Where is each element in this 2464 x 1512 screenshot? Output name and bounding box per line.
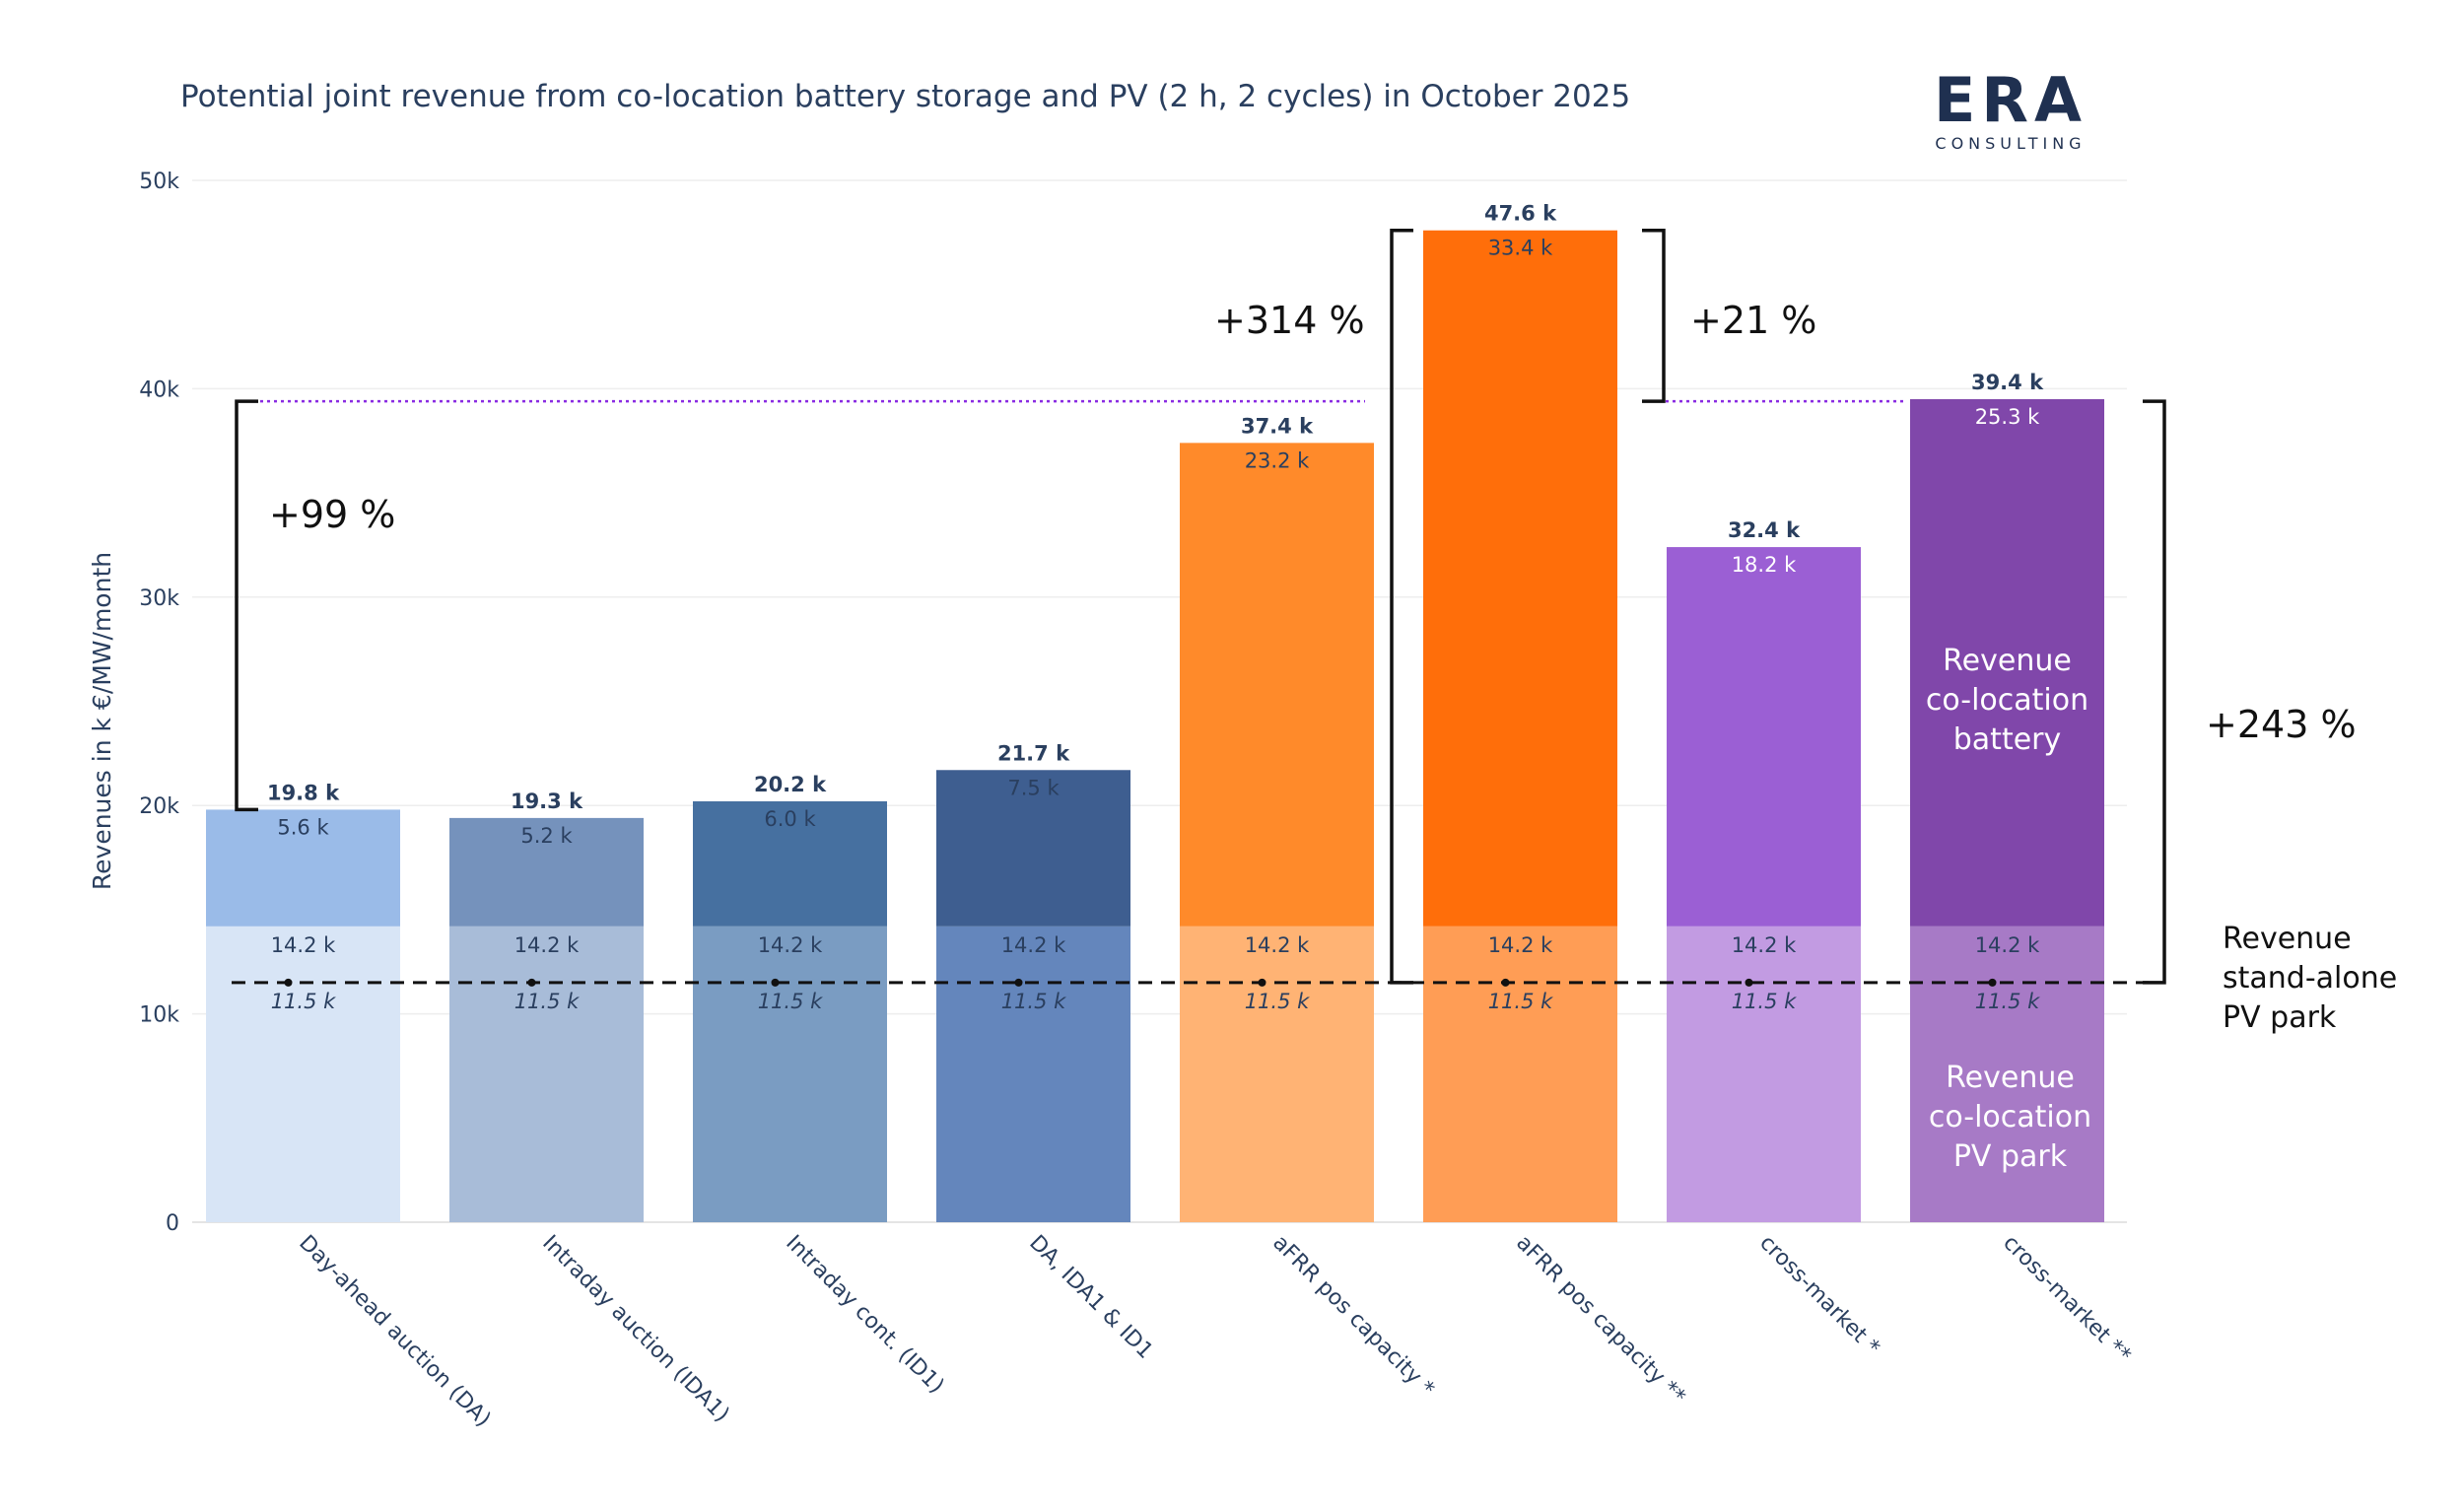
battery-value-label-3: 7.5 k [1007, 776, 1060, 799]
pv-value-label-0: 14.2 k [271, 933, 336, 957]
battery-value-label-1: 5.2 k [520, 824, 573, 848]
battery-value-label-5: 33.4 k [1488, 237, 1553, 260]
y-axis-title: Revenues in k €/MW/month [88, 552, 116, 890]
bracket-243-label: +243 % [2206, 703, 2357, 746]
bar-pv-6 [1667, 926, 1861, 1222]
bar-pv-1 [449, 926, 644, 1222]
bar-battery-0 [206, 809, 400, 927]
standalone-pv-value-label-5: 11.5 k [1488, 990, 1553, 1013]
logo-subtitle: CONSULTING [1935, 134, 2087, 153]
x-tick-label-6: cross-market * [1754, 1231, 1884, 1361]
total-label-5: 47.6 k [1484, 202, 1557, 226]
annotation-standalone-pv-line-1: stand-alone [2223, 961, 2397, 996]
standalone-pv-value-label-3: 11.5 k [1001, 990, 1066, 1013]
battery-value-label-2: 6.0 k [764, 807, 816, 831]
annotation-pv-line-2: PV park [1953, 1139, 2068, 1174]
total-label-3: 21.7 k [997, 741, 1070, 765]
y-tick-label-5: 50k [139, 170, 179, 194]
standalone-pv-value-label-4: 11.5 k [1245, 990, 1310, 1013]
bar-pv-7 [1910, 926, 2104, 1222]
total-label-4: 37.4 k [1241, 414, 1314, 438]
battery-value-label-6: 18.2 k [1732, 553, 1797, 577]
bar-pv-3 [936, 926, 1130, 1222]
battery-value-label-0: 5.6 k [277, 815, 329, 839]
battery-value-label-7: 25.3 k [1975, 405, 2040, 429]
bar-battery-1 [449, 817, 644, 927]
bracket-99-label: +99 % [269, 493, 395, 536]
x-tick-label-4: aFRR pos capacity * [1267, 1231, 1439, 1403]
standalone-pv-marker-1 [527, 978, 536, 987]
bar-pv-0 [206, 926, 400, 1222]
total-label-2: 20.2 k [754, 773, 827, 796]
annotation-battery-line-2: battery [1953, 722, 2062, 757]
total-label-6: 32.4 k [1728, 518, 1801, 542]
pv-value-label-2: 14.2 k [758, 933, 823, 957]
pv-value-label-3: 14.2 k [1001, 933, 1066, 957]
bracket-243 [2143, 399, 2166, 985]
bar-pv-5 [1423, 926, 1617, 1222]
annotation-pv-line-1: co-location [1929, 1100, 2091, 1134]
x-tick-label-5: aFRR pos capacity ** [1511, 1231, 1689, 1409]
bracket-21-label: +21 % [1690, 299, 1816, 342]
standalone-pv-value-label-0: 11.5 k [271, 990, 336, 1013]
standalone-pv-value-label-1: 11.5 k [514, 990, 580, 1013]
standalone-pv-value-label-7: 11.5 k [1975, 990, 2040, 1013]
bar-battery-4 [1180, 443, 1374, 927]
bracket-314-label: +314 % [1214, 299, 1365, 342]
standalone-pv-marker-6 [1745, 978, 1753, 987]
pv-value-label-1: 14.2 k [514, 933, 580, 957]
annotation-battery-line-1: co-location [1926, 683, 2088, 718]
bar-battery-2 [693, 800, 887, 927]
bar-pv-4 [1180, 926, 1374, 1222]
y-tick-label-2: 20k [139, 794, 179, 819]
standalone-pv-marker-2 [771, 978, 780, 987]
annotation-pv-line-0: Revenue [1946, 1061, 2075, 1095]
standalone-pv-marker-4 [1258, 978, 1266, 987]
y-tick-label-4: 40k [139, 378, 179, 402]
standalone-pv-marker-0 [284, 978, 293, 987]
bracket-314 [1390, 228, 1413, 985]
pv-value-label-6: 14.2 k [1732, 933, 1797, 957]
chart-title: Potential joint revenue from co-location… [180, 79, 1631, 114]
standalone-pv-value-label-6: 11.5 k [1732, 990, 1797, 1013]
x-tick-label-2: Intraday cont. (ID1) [781, 1231, 948, 1399]
era-consulting-logo: ERA CONSULTING [1932, 64, 2089, 154]
bar-battery-5 [1423, 230, 1617, 927]
logo-wordmark: ERA [1933, 64, 2088, 136]
bar-pv-2 [693, 926, 887, 1222]
standalone-pv-value-label-2: 11.5 k [758, 990, 823, 1013]
annotation-battery-line-0: Revenue [1943, 644, 2072, 678]
total-label-0: 19.8 k [267, 781, 340, 804]
x-tick-label-0: Day-ahead auction (DA) [294, 1231, 495, 1432]
y-tick-label-3: 30k [139, 586, 179, 611]
standalone-pv-marker-3 [1014, 978, 1023, 987]
bracket-21 [1642, 228, 1666, 403]
pv-value-label-5: 14.2 k [1488, 933, 1553, 957]
total-label-1: 19.3 k [511, 790, 583, 813]
standalone-pv-marker-5 [1501, 978, 1510, 987]
pv-value-label-4: 14.2 k [1245, 933, 1310, 957]
bar-battery-7 [1910, 398, 2104, 927]
y-tick-label-1: 10k [139, 1003, 179, 1028]
x-tick-label-1: Intraday auction (IDA1) [537, 1231, 733, 1427]
x-tick-label-3: DA, IDA1 & ID1 [1024, 1231, 1157, 1364]
annotation-standalone-pv-line-2: PV park [2223, 1000, 2337, 1035]
pv-value-label-7: 14.2 k [1975, 933, 2040, 957]
bracket-99 [235, 399, 258, 812]
bar-battery-3 [936, 770, 1130, 927]
total-label-7: 39.4 k [1971, 371, 2044, 394]
standalone-pv-marker-7 [1988, 978, 1997, 987]
x-tick-label-7: cross-market ** [1998, 1231, 2135, 1368]
annotation-standalone-pv-line-0: Revenue [2223, 922, 2352, 956]
y-tick-label-0: 0 [166, 1211, 179, 1236]
bar-battery-6 [1667, 547, 1861, 927]
battery-value-label-4: 23.2 k [1245, 448, 1310, 472]
